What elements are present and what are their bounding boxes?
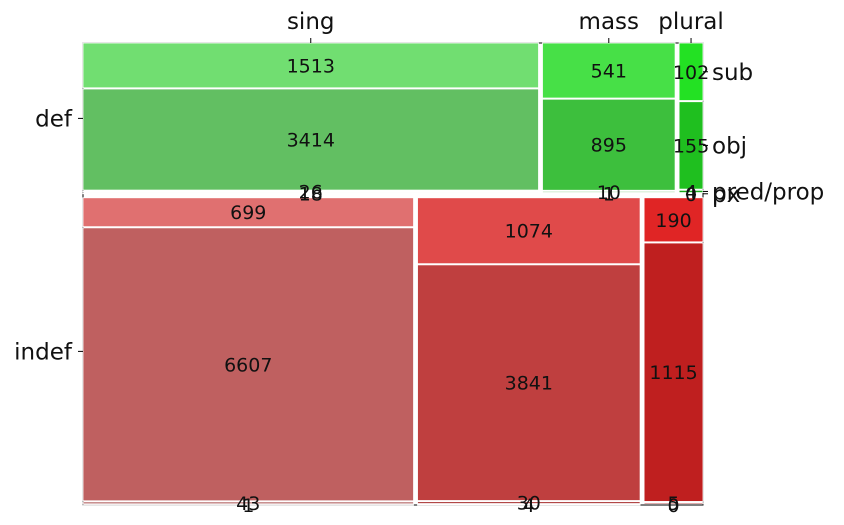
tiles-layer xyxy=(82,42,704,506)
tile-label-def-plural-px: 0 xyxy=(685,184,697,206)
tile-label-def-mass-sub: 541 xyxy=(591,61,627,83)
tile-label-indef-sing-px: 1 xyxy=(242,495,254,517)
tile-indef-plural-obj xyxy=(643,242,704,502)
tile-indef-mass-sub xyxy=(417,197,641,265)
right-label-obj: obj xyxy=(712,133,747,159)
tile-label-indef-mass-obj: 3841 xyxy=(505,373,553,395)
tile-label-def-sing-obj: 3414 xyxy=(287,130,335,152)
tile-label-def-sing-pred-prop: 26 xyxy=(299,182,323,204)
tile-label-indef-plural-sub: 190 xyxy=(655,210,691,232)
tile-label-indef-plural-px: 0 xyxy=(667,495,679,517)
tile-label-indef-plural-pred-prop: 5 xyxy=(667,493,679,515)
top-label-sing: sing xyxy=(287,9,335,35)
tile-indef-mass-obj xyxy=(417,264,641,501)
tile-def-mass-pred-prop xyxy=(542,191,676,193)
tile-labels-layer: 1513341426185418951011021554069966074311… xyxy=(224,55,709,517)
tile-indef-sing-pred-prop xyxy=(82,501,414,505)
tile-label-def-mass-obj: 895 xyxy=(591,135,627,157)
right-label-px: px xyxy=(712,182,740,208)
tile-def-sing-obj xyxy=(82,88,539,191)
tile-label-indef-plural-obj: 1115 xyxy=(649,362,697,384)
tile-label-def-mass-pred-prop: 10 xyxy=(597,182,621,204)
right-label-pred-prop: pred/prop xyxy=(712,179,824,205)
tile-label-def-plural-pred-prop: 4 xyxy=(685,181,697,203)
left-label-def: def xyxy=(35,106,73,132)
tile-def-mass-obj xyxy=(542,98,676,191)
tile-label-def-plural-obj: 155 xyxy=(673,135,709,157)
tile-label-def-plural-sub: 102 xyxy=(673,62,709,84)
tile-label-indef-sing-obj: 6607 xyxy=(224,354,272,376)
tile-label-def-sing-px: 18 xyxy=(299,184,323,206)
tile-indef-sing-obj xyxy=(82,227,414,502)
tile-label-indef-sing-sub: 699 xyxy=(230,202,266,224)
tile-label-def-sing-sub: 1513 xyxy=(287,55,335,77)
tile-indef-plural-pred-prop xyxy=(643,502,704,505)
tile-label-indef-mass-px: 4 xyxy=(523,495,535,517)
top-label-plural: plural xyxy=(658,9,724,35)
tile-label-indef-mass-sub: 1074 xyxy=(505,221,553,243)
tile-def-sing-pred-prop xyxy=(82,190,539,193)
tile-indef-plural-sub xyxy=(643,197,704,243)
tile-def-sing-px xyxy=(82,192,539,195)
right-label-sub: sub xyxy=(712,60,753,86)
tile-label-def-mass-px: 1 xyxy=(603,184,615,206)
tile-def-mass-sub xyxy=(542,42,676,99)
tile-label-indef-sing-pred-prop: 43 xyxy=(236,493,260,515)
left-label-indef: indef xyxy=(14,339,73,365)
top-label-mass: mass xyxy=(579,9,639,35)
tile-indef-sing-sub xyxy=(82,197,414,228)
tile-label-indef-mass-pred-prop: 30 xyxy=(517,493,541,515)
tile-indef-mass-pred-prop xyxy=(417,501,641,504)
